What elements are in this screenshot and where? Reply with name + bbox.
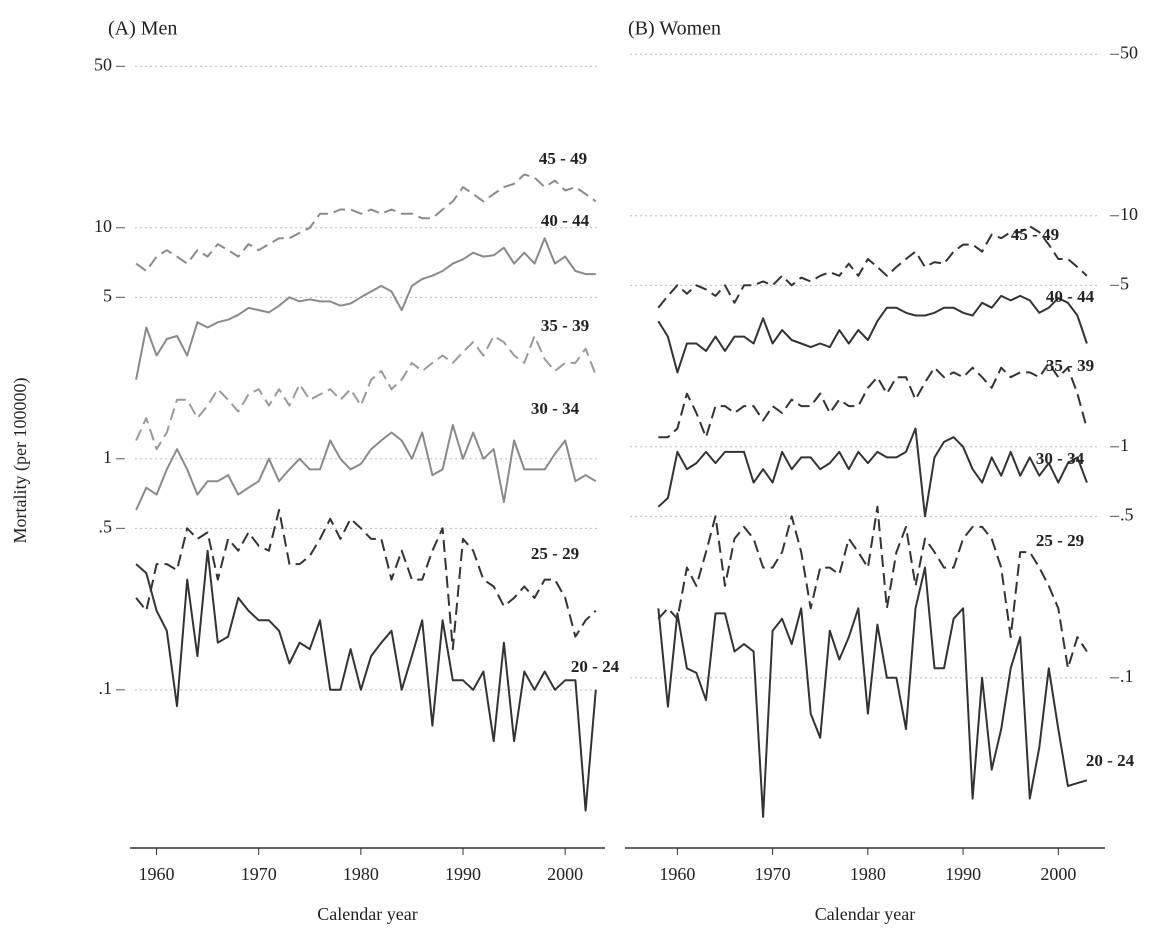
y-tick-label: .1 [1120, 666, 1134, 686]
x-tick-label: 2000 [547, 864, 583, 884]
y-tick-label: 50 [94, 54, 112, 74]
y-tick-label: .5 [1120, 504, 1134, 524]
series-line [657, 294, 1088, 374]
x-tick-label: 1970 [241, 864, 277, 884]
y-tick-label: 1 [1120, 435, 1129, 455]
y-tick-label: .5 [99, 516, 113, 536]
series-line [657, 566, 1088, 818]
series-label: 40 - 44 [1046, 287, 1095, 306]
series-line [657, 225, 1088, 309]
series-line [658, 362, 1088, 439]
series-label: 45 - 49 [1011, 225, 1059, 244]
y-tick-label: 10 [94, 216, 112, 236]
series-label: 20 - 24 [571, 657, 620, 676]
y-tick-label: 1 [103, 447, 112, 467]
y-tick-label: 10 [1120, 204, 1138, 224]
x-tick-label: 1980 [343, 864, 379, 884]
series-line [135, 424, 597, 511]
panel-title: (A) Men [108, 18, 177, 40]
x-tick-label: 2000 [1040, 864, 1076, 884]
y-axis-label: Mortality (per 100000) [10, 378, 31, 544]
x-axis-label: Calendar year [317, 904, 417, 924]
series-line [657, 505, 1088, 670]
y-tick-label: 5 [1120, 273, 1129, 293]
series-label: 20 - 24 [1086, 751, 1135, 770]
y-tick-label: 5 [103, 285, 112, 305]
series-line [135, 237, 596, 380]
panel-title: (B) Women [628, 18, 721, 40]
x-tick-label: 1960 [139, 864, 175, 884]
x-axis-label: Calendar year [815, 904, 915, 924]
x-tick-label: 1970 [755, 864, 791, 884]
x-tick-label: 1990 [945, 864, 981, 884]
x-tick-label: 1990 [445, 864, 481, 884]
y-tick-label: 50 [1120, 42, 1138, 62]
series-label: 25 - 29 [1036, 531, 1084, 550]
series-label: 35 - 39 [541, 316, 589, 335]
series-label: 35 - 39 [1046, 356, 1094, 375]
series-label: 30 - 34 [1036, 449, 1085, 468]
y-tick-label: .1 [99, 678, 113, 698]
series-label: 40 - 44 [541, 211, 590, 230]
series-label: 45 - 49 [539, 149, 587, 168]
x-tick-label: 1960 [659, 864, 695, 884]
series-label: 25 - 29 [531, 544, 579, 563]
series-label: 30 - 34 [531, 399, 580, 418]
series-line [135, 549, 597, 812]
series-line [657, 427, 1088, 518]
x-tick-label: 1980 [850, 864, 886, 884]
series-line [135, 335, 597, 451]
